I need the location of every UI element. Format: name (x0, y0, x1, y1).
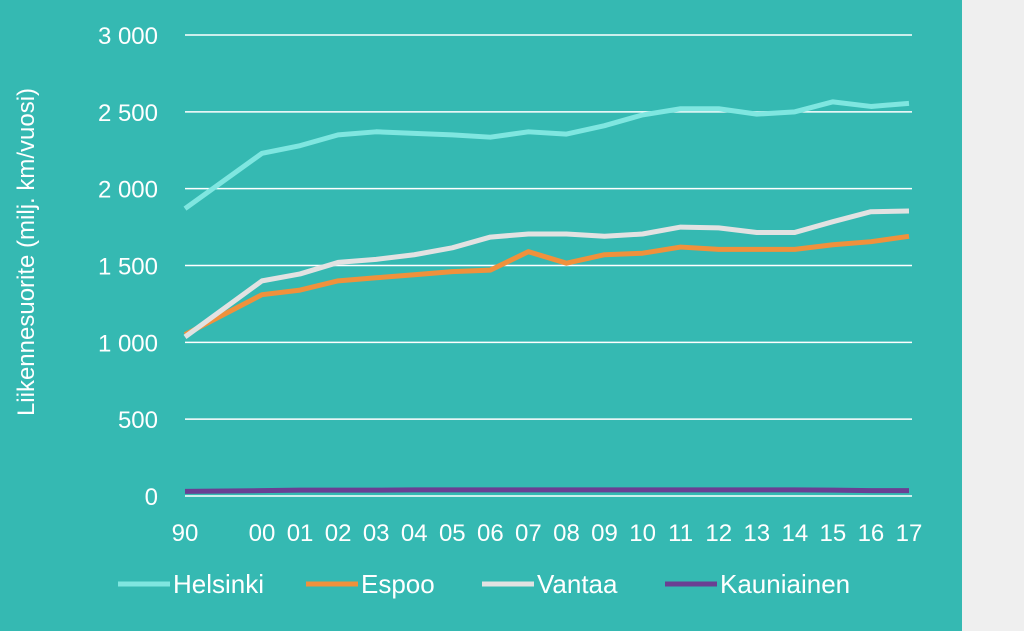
y-tick-label: 2 000 (98, 177, 158, 204)
y-tick-labels: 0 500 1 000 1 500 2 000 2 500 3 000 (98, 23, 158, 511)
x-tick-label: 03 (363, 520, 390, 547)
y-axis-title: Liikennesuorite (milj. km/vuosi) (13, 88, 40, 416)
chart-panel: 0 500 1 000 1 500 2 000 2 500 3 000 90 00 01 02 03… (0, 0, 962, 631)
series-lines (183, 99, 910, 494)
y-tick-label: 0 (145, 484, 158, 511)
x-tick-label: 13 (743, 520, 770, 547)
x-tick-label: 05 (439, 520, 466, 547)
x-tick-label: 00 (249, 520, 276, 547)
x-tick-labels: 90 00 01 02 03 04 05 06 07 08 09 10 11 12 13 14 15 16 17 (172, 520, 923, 547)
series-line-helsinki (183, 99, 910, 211)
x-tick-label: 10 (629, 520, 656, 547)
x-tick-label: 15 (820, 520, 847, 547)
x-tick-label: 08 (553, 520, 580, 547)
y-tick-label: 1 000 (98, 330, 158, 357)
y-tick-label: 2 500 (98, 100, 158, 127)
legend-label-kauniainen: Kauniainen (720, 569, 850, 599)
grid-lines (185, 34, 912, 497)
series-line-kauniainen (184, 487, 909, 494)
y-tick-label: 3 000 (98, 23, 158, 50)
x-tick-label: 09 (591, 520, 618, 547)
x-tick-label: 04 (401, 520, 428, 547)
x-tick-label: 07 (515, 520, 542, 547)
legend-label-helsinki: Helsinki (173, 569, 264, 599)
legend-label-vantaa: Vantaa (537, 569, 618, 599)
x-tick-label: 06 (477, 520, 504, 547)
series-line-vantaa (183, 208, 910, 339)
x-tick-label: 01 (287, 520, 314, 547)
x-tick-label: 12 (705, 520, 732, 547)
x-tick-label: 02 (325, 520, 352, 547)
x-tick-label: 90 (172, 520, 199, 547)
y-tick-label: 1 500 (98, 254, 158, 281)
line-chart: 0 500 1 000 1 500 2 000 2 500 3 000 90 00 01 02 03… (13, 23, 923, 599)
x-tick-label: 11 (668, 520, 693, 547)
x-tick-label: 16 (858, 520, 885, 547)
y-tick-label: 500 (118, 407, 158, 434)
series-line-espoo (183, 233, 910, 337)
legend-label-espoo: Espoo (361, 569, 435, 599)
x-tick-label: 14 (781, 520, 808, 547)
legend: Helsinki Espoo Vantaa Kauniainen (118, 569, 850, 599)
x-tick-label: 17 (896, 520, 923, 547)
